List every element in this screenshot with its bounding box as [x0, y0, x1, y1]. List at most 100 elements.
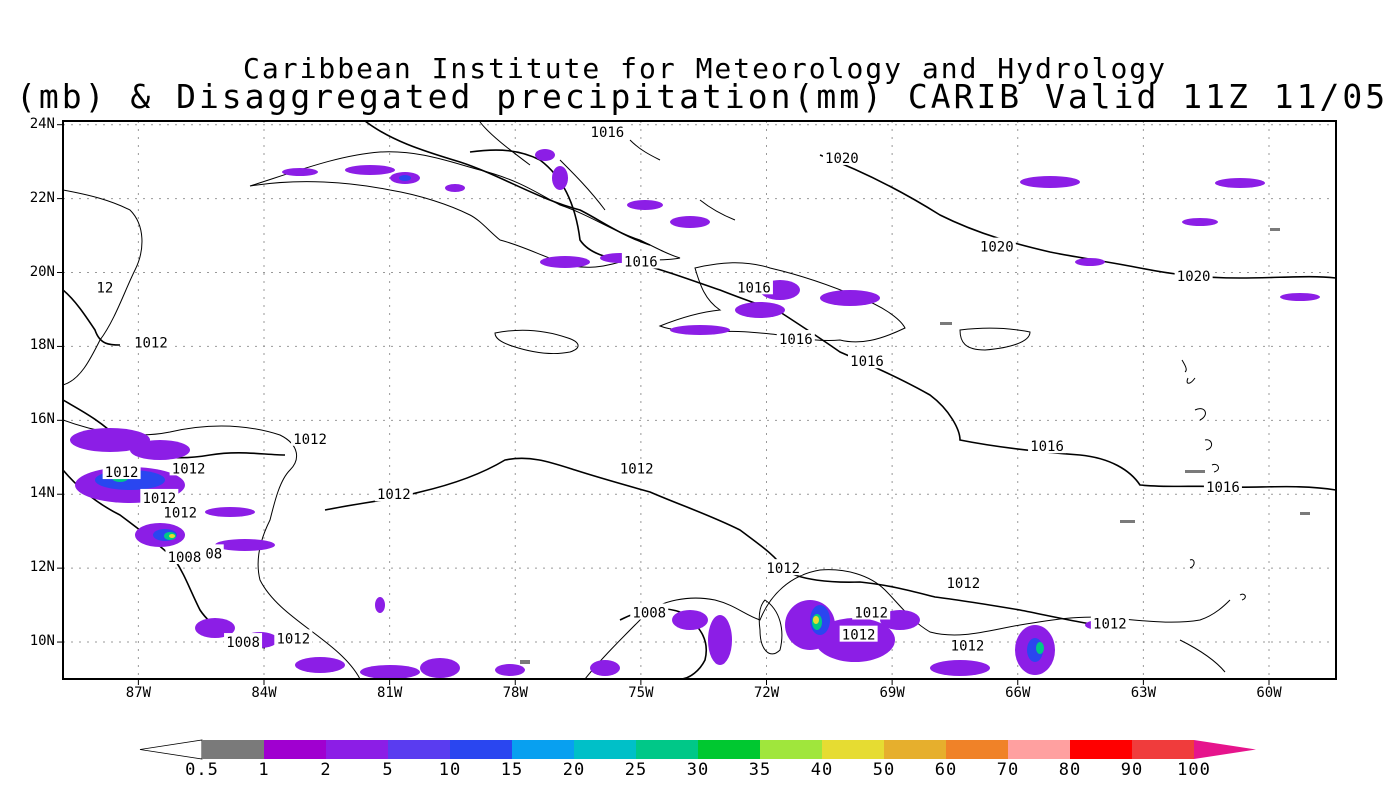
isobar-label-bg	[224, 633, 263, 650]
colorbar-swatch	[760, 740, 822, 759]
lat-tick-label: 24N	[29, 115, 55, 132]
isobar-label: 1016	[850, 354, 884, 370]
graticule	[63, 121, 1336, 679]
isobar-label-bg	[734, 278, 773, 295]
isobar-label: 1012	[172, 461, 206, 477]
colorbar-swatch	[512, 740, 574, 759]
isobar-label-bg	[102, 463, 141, 480]
isobar-label-bg	[274, 629, 313, 646]
lat-tick-label: 14N	[29, 485, 55, 502]
colorbar-end-high	[1194, 740, 1256, 759]
isobar-label: 1008	[168, 550, 202, 566]
coast-jamaica	[494, 329, 579, 355]
isobar-label-bg	[848, 352, 886, 369]
colorbar-swatch	[1008, 740, 1070, 759]
colorbar-label: 20	[562, 760, 586, 780]
isobar-label: 1012	[134, 336, 168, 352]
isobar-label: 08	[205, 546, 222, 562]
chart-title-line1: Caribbean Institute for Meteorology and …	[243, 52, 1168, 85]
colorbar-label: 15	[500, 760, 524, 780]
precip-patches	[70, 149, 1320, 679]
colorbar-label: 100	[1177, 760, 1211, 780]
colorbar-swatch	[822, 740, 884, 759]
lat-tick-label: 22N	[29, 189, 55, 206]
coast-south-america	[584, 569, 1231, 679]
isobar-label-bg	[1174, 267, 1213, 284]
colorbar-label: 0.5	[185, 760, 219, 780]
isobar-label: 1016	[591, 125, 625, 141]
isobar-label-bg	[630, 603, 669, 620]
isobar-label-bg	[165, 548, 204, 565]
colorbar-label: 60	[934, 760, 958, 780]
isobar-label-bg	[169, 459, 208, 476]
colorbar-swatch	[202, 740, 264, 759]
isobar-label-bg	[852, 603, 891, 620]
colorbar-swatch	[946, 740, 1008, 759]
lat-tick-label: 18N	[29, 337, 55, 354]
isobar-label-bg	[822, 148, 861, 165]
lon-tick-label: 63W	[1130, 685, 1157, 701]
isobar-label-bg	[621, 252, 660, 269]
isobar-label-bg	[140, 488, 179, 505]
isobar-label: 1012	[293, 432, 327, 448]
colorbar-swatch	[450, 740, 512, 759]
isobar-label: 1012	[377, 487, 411, 503]
isobar-label-bg	[374, 485, 413, 502]
colorbar-label: 25	[624, 760, 648, 780]
isobar-label-bg	[1090, 614, 1129, 631]
isobar-label: 1012	[1093, 617, 1127, 633]
coast-puerto-rico	[959, 327, 1031, 351]
isobar-labels: 1016 1020 1020 1020 1016 1016 1016 1016 1016 1016…	[94, 123, 1242, 655]
isobar-label: 1012	[842, 628, 876, 644]
lon-tick-label: 66W	[1005, 685, 1031, 701]
colorbar-label: 80	[1058, 760, 1082, 780]
isobar-label: 1016	[779, 332, 813, 348]
colorbar-label: 10	[438, 760, 462, 780]
coast-hispaniola	[658, 262, 906, 343]
lon-tick-label: 75W	[628, 685, 654, 701]
colorbar-label: 2	[320, 760, 332, 780]
lon-tick-label: 81W	[376, 685, 403, 701]
isobar-label: 1016	[624, 254, 658, 270]
lon-tick-label: 84W	[251, 685, 277, 701]
isobar-label: 1012	[854, 605, 888, 621]
coastlines	[63, 121, 1246, 679]
isobar-label-bg	[944, 573, 983, 590]
coast-lake-maracaibo	[758, 599, 783, 655]
lat-tick-label: 20N	[29, 263, 55, 280]
coast-bahamas	[479, 121, 736, 221]
isobar-label: 1020	[980, 240, 1014, 256]
lat-tick-label: 10N	[29, 633, 55, 650]
isobar-1020	[364, 121, 1336, 279]
colorbar-label: 5	[382, 760, 394, 780]
isobar-label: 1012	[105, 465, 139, 481]
colorbar-label: 1	[258, 760, 270, 780]
colorbar-label: 70	[996, 760, 1020, 780]
colorbar-label: 30	[686, 760, 710, 780]
colorbar-label: 35	[748, 760, 772, 780]
isobar-label-bg	[131, 333, 170, 350]
isobar-label-bg	[617, 459, 656, 476]
isobar-label-bg	[1028, 437, 1067, 454]
colorbar-swatch	[698, 740, 760, 759]
colorbar-label: 40	[810, 760, 834, 780]
colorbar	[139, 739, 1256, 760]
isobar-label-bg	[588, 123, 627, 140]
isobars	[63, 121, 1336, 679]
lon-tick-label: 69W	[879, 685, 905, 701]
lon-tick-label: 87W	[125, 685, 152, 701]
isobar-label-bg	[203, 544, 224, 561]
isobar-label: 1020	[1177, 269, 1211, 285]
isobar-label: 1016	[1030, 439, 1064, 455]
isobar-label-bg	[776, 330, 815, 347]
colorbar-swatch	[326, 740, 388, 759]
colorbar-swatch	[636, 740, 698, 759]
isobar-label: 1012	[951, 639, 985, 655]
isobar-label-bg	[1203, 477, 1242, 494]
isobar-label: 1016	[737, 280, 771, 296]
coast-lesser-antilles	[1181, 359, 1246, 601]
isobar-label: 1020	[825, 151, 859, 167]
isobar-label: 1008	[632, 605, 666, 621]
lat-tick-label: 12N	[29, 559, 55, 576]
